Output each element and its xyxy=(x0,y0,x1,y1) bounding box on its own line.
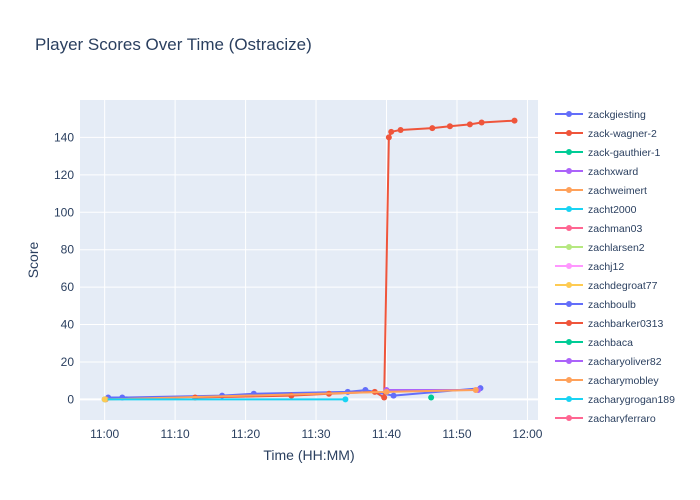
legend-marker-swatch xyxy=(566,225,572,231)
y-tick-label: 60 xyxy=(61,280,75,294)
legend-label: zachbarker0313 xyxy=(588,318,663,330)
legend-label: zachboulb xyxy=(588,299,636,311)
data-point xyxy=(478,119,485,126)
legend-label: zachman03 xyxy=(588,223,642,235)
data-point xyxy=(390,392,397,399)
chart-title: Player Scores Over Time (Ostracize) xyxy=(35,35,312,54)
legend-item[interactable]: zachbaca xyxy=(555,337,633,349)
legend-marker-swatch xyxy=(566,263,572,269)
data-point xyxy=(428,394,435,401)
x-tick-label: 12:00 xyxy=(512,427,542,441)
data-point xyxy=(446,123,453,130)
legend-marker-swatch xyxy=(566,187,572,193)
legend-marker-swatch xyxy=(566,130,572,136)
series-layer xyxy=(101,117,518,403)
series-line xyxy=(108,387,481,399)
y-tick-label: 20 xyxy=(61,355,75,369)
x-tick-label: 11:10 xyxy=(161,427,190,441)
legend-marker-swatch xyxy=(566,206,572,212)
data-point xyxy=(381,394,388,401)
y-tick-label: 0 xyxy=(67,392,74,406)
legend-label: zachlarsen2 xyxy=(588,242,645,254)
data-point xyxy=(466,121,473,128)
data-point xyxy=(342,396,349,403)
legend-item[interactable]: zachj12 xyxy=(555,261,624,273)
x-tick-label: 11:40 xyxy=(372,427,401,441)
legend-item[interactable]: zacharyferraro xyxy=(555,413,656,425)
legend-item[interactable]: zack-gauthier-1 xyxy=(555,147,661,159)
legend-item[interactable]: zacht2000 xyxy=(555,204,637,216)
legend-marker-swatch xyxy=(566,377,572,383)
series-zachdegroat77 xyxy=(101,396,108,403)
legend-marker-swatch xyxy=(566,282,572,288)
legend-item[interactable]: zacharymobley xyxy=(555,375,659,387)
legend-item[interactable]: zachdegroat77 xyxy=(555,280,658,292)
legend-label: zacharymobley xyxy=(588,375,659,387)
legend-label: zachxward xyxy=(588,166,638,178)
legend-label: zacharygrogan189 xyxy=(588,394,675,406)
data-point xyxy=(101,396,108,403)
x-axis-title: Time (HH:MM) xyxy=(263,447,354,463)
x-axis-ticks: 11:00 11:10 11:20 11:30 11:40 11:50 12:00 xyxy=(90,427,543,441)
legend-marker-swatch xyxy=(566,111,572,117)
data-point xyxy=(383,388,390,395)
legend-marker-swatch xyxy=(566,149,572,155)
legend-item[interactable]: zachman03 xyxy=(555,223,642,235)
x-tick-label: 11:30 xyxy=(301,427,330,441)
legend-label: zacharyoliver82 xyxy=(588,356,662,368)
data-point xyxy=(472,387,479,394)
legend-item[interactable]: zachxward xyxy=(555,166,638,178)
y-axis-title: Score xyxy=(25,242,41,279)
series-zack-gauthier-1 xyxy=(428,394,435,401)
legend-label: zack-wagner-2 xyxy=(588,128,657,140)
legend-item[interactable]: zacharyoliver82 xyxy=(555,356,662,368)
x-tick-label: 11:20 xyxy=(231,427,260,441)
legend-marker-swatch xyxy=(566,339,572,345)
data-point xyxy=(429,125,436,132)
legend-item[interactable]: zachboulb xyxy=(555,299,636,311)
legend-marker-swatch xyxy=(566,396,572,402)
legend-label: zack-gauthier-1 xyxy=(588,147,661,159)
legend-label: zachbaca xyxy=(588,337,633,349)
plot-area xyxy=(80,100,538,420)
legend-marker-swatch xyxy=(566,301,572,307)
legend-item[interactable]: zachweimert xyxy=(555,185,647,197)
y-tick-label: 120 xyxy=(54,168,74,182)
data-point xyxy=(385,134,392,141)
data-point xyxy=(397,126,404,133)
y-tick-label: 40 xyxy=(61,318,75,332)
data-point xyxy=(511,117,518,124)
legend-item[interactable]: zachbarker0313 xyxy=(555,318,663,330)
legend-label: zacharyferraro xyxy=(588,413,656,425)
legend-item[interactable]: zackgiesting xyxy=(555,109,646,121)
legend-item[interactable]: zachlarsen2 xyxy=(555,242,645,254)
legend-label: zacht2000 xyxy=(588,204,637,216)
x-tick-label: 11:50 xyxy=(442,427,471,441)
legend-item[interactable]: zack-wagner-2 xyxy=(555,128,657,140)
y-tick-label: 100 xyxy=(54,205,74,219)
legend[interactable]: zackgiesting zack-wagner-2 zack-gauthier-1… xyxy=(555,109,675,425)
y-tick-label: 140 xyxy=(54,130,74,144)
legend-label: zachdegroat77 xyxy=(588,280,658,292)
data-point xyxy=(388,128,395,135)
y-axis-ticks: 0 20 40 60 80 100 120 140 xyxy=(54,130,74,406)
legend-label: zachj12 xyxy=(588,261,624,273)
legend-marker-swatch xyxy=(566,244,572,250)
legend-marker-swatch xyxy=(566,320,572,326)
y-tick-label: 80 xyxy=(61,243,75,257)
x-tick-label: 11:00 xyxy=(90,427,119,441)
legend-marker-swatch xyxy=(566,168,572,174)
legend-marker-swatch xyxy=(566,415,572,421)
legend-label: zachweimert xyxy=(588,185,647,197)
legend-item[interactable]: zacharygrogan189 xyxy=(555,394,675,406)
legend-label: zackgiesting xyxy=(588,109,646,121)
legend-marker-swatch xyxy=(566,358,572,364)
